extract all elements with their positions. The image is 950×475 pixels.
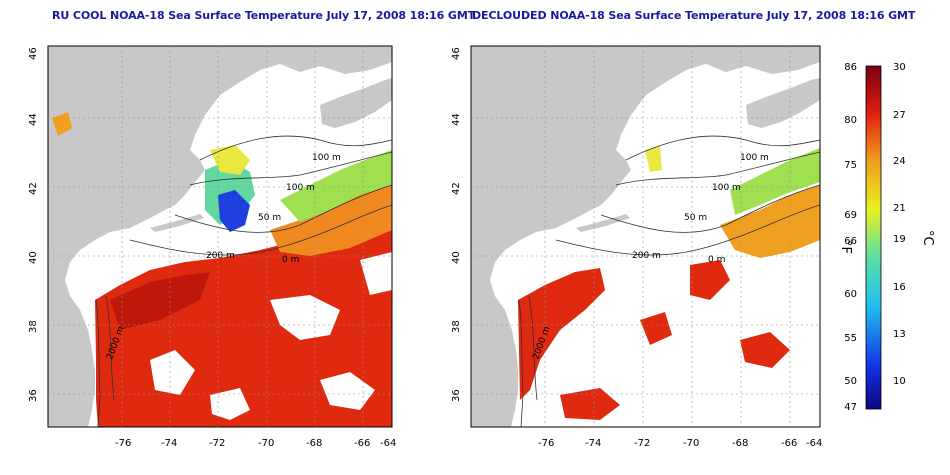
left-contour-label: 50 m [258,213,281,223]
right-map-long-island [576,214,630,232]
x-tick-label: -76 [538,438,554,449]
fahrenheit-tick: 80 [844,115,857,126]
left-map: 100 m 100 m 50 m 200 m 0 m 2000 m -76 -7… [28,45,396,449]
right-map-sst-patch [560,388,620,420]
fahrenheit-tick: 86 [844,62,857,73]
left-contour-label: 100 m [312,153,341,163]
fahrenheit-tick: 75 [844,160,857,171]
left-map-long-island [150,214,204,232]
left-map-sst-gulf [210,145,250,175]
left-map-clouds [150,252,392,420]
y-tick-label: 38 [28,320,39,333]
left-map-y-axis: 46 44 42 40 38 36 [28,47,39,402]
y-tick-label: 36 [451,389,462,402]
celsius-tick: 30 [893,62,906,73]
x-tick-label: -70 [683,438,699,449]
right-contour-label: 0 m [708,255,725,265]
right-contour-label: 200 m [632,251,661,261]
celsius-label: °C [920,230,935,246]
left-map-land [48,46,392,427]
y-tick-label: 40 [28,251,39,264]
fahrenheit-tick: 66 [844,236,857,247]
y-tick-label: 36 [28,389,39,402]
celsius-tick: 21 [893,203,906,214]
right-map: 100 m 100 m 50 m 200 m 0 m 2000 m -76 -7… [451,45,822,449]
y-tick-label: 42 [451,182,462,195]
y-tick-label: 44 [451,113,462,126]
left-contour-label: 100 m [286,183,315,193]
celsius-tick: 13 [893,329,906,340]
right-map-sst-patch [690,260,730,300]
y-tick-label: 46 [451,47,462,60]
left-map-sst-shelf [270,180,392,256]
colorbar-celsius-ticks: 30 27 24 21 19 16 13 10 [893,62,906,387]
left-map-sst-cold [218,190,250,232]
colorbar: 86 80 75 69 66 60 55 50 47 30 27 24 21 1… [838,62,935,413]
x-tick-label: -72 [209,438,225,449]
x-tick-label: -66 [354,438,370,449]
left-contour-label: 0 m [282,255,299,265]
x-tick-label: -76 [115,438,131,449]
y-tick-label: 46 [28,47,39,60]
right-map-land [471,46,820,427]
left-map-graticule [48,46,392,427]
celsius-tick: 19 [893,234,906,245]
y-tick-label: 38 [451,320,462,333]
y-tick-label: 44 [28,113,39,126]
left-map-x-axis: -76 -74 -72 -70 -68 -66 -64 [115,438,396,449]
fahrenheit-tick: 50 [844,376,857,387]
celsius-tick: 24 [893,156,906,167]
x-tick-label: -66 [781,438,797,449]
right-map-sst-gulf [645,146,662,172]
right-map-contours [518,135,820,427]
x-tick-label: -64 [380,438,396,449]
celsius-tick: 16 [893,282,906,293]
left-map-title: RU COOL NOAA-18 Sea Surface Temperature … [52,9,476,22]
right-map-frame [470,45,821,428]
right-contour-label: 100 m [712,183,741,193]
left-map-contours [95,135,392,427]
fahrenheit-tick: 47 [844,402,857,413]
fahrenheit-tick: 55 [844,333,857,344]
left-map-frame [47,45,393,428]
right-map-title: DECLOUDED NOAA-18 Sea Surface Temperatur… [472,9,916,22]
x-tick-label: -74 [161,438,177,449]
left-map-sst-green [280,150,392,222]
x-tick-label: -70 [258,438,274,449]
x-tick-label: -68 [732,438,748,449]
right-map-sst-green [730,148,820,215]
x-tick-label: -68 [306,438,322,449]
x-tick-label: -64 [806,438,822,449]
left-map-lake-patch [52,112,72,136]
fahrenheit-tick: 60 [844,289,857,300]
right-map-x-axis: -76 -74 -72 -70 -68 -66 -64 [538,438,822,449]
right-map-sst-patch [640,312,672,345]
right-contour-label: 50 m [684,213,707,223]
left-contour-label: 200 m [206,251,235,261]
left-map-sst-hot [110,272,210,330]
right-map-sst-warm [518,268,605,400]
y-tick-label: 42 [28,182,39,195]
right-map-nova-scotia [746,78,820,128]
colorbar-gradient [865,65,882,410]
fahrenheit-label: °F [838,240,853,254]
celsius-tick: 27 [893,110,906,121]
right-map-graticule [471,46,820,427]
right-contour-label: 100 m [740,153,769,163]
left-map-nova-scotia [320,78,392,128]
celsius-tick: 10 [893,376,906,387]
right-map-sst-shelf [720,185,820,258]
right-map-y-axis: 46 44 42 40 38 36 [451,47,462,402]
fahrenheit-tick: 69 [844,210,857,221]
x-tick-label: -72 [634,438,650,449]
x-tick-label: -74 [585,438,601,449]
right-map-sst-patch [740,332,790,368]
colorbar-fahrenheit-ticks: 86 80 75 69 66 60 55 50 47 [844,62,857,413]
y-tick-label: 40 [451,251,462,264]
